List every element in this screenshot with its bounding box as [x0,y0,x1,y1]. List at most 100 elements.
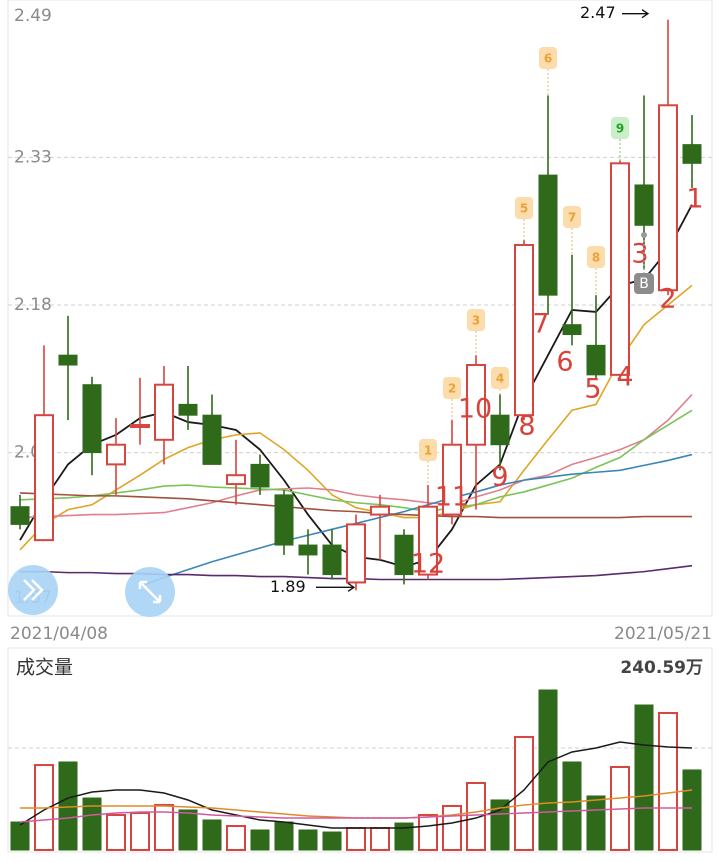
volume-ma-line [19,741,693,829]
count-label: 3 [631,239,648,270]
volume-bar [298,829,318,851]
candle-body [634,184,654,226]
candle-body [274,494,294,546]
signal-dot [641,232,647,238]
candle-body [106,443,126,466]
tag-box [443,377,461,399]
x-label-start: 2021/04/08 [10,624,108,644]
count-label: 11 [435,482,469,513]
setup-label: 4 [496,372,504,386]
count-label: 8 [518,411,535,442]
setup-label: 6 [544,52,552,66]
candle-body [130,424,150,429]
candle-body [178,403,198,416]
tag-box [419,439,437,461]
setup-label: 8 [592,251,600,265]
count-label: 6 [556,347,573,378]
count-label: 10 [458,394,492,425]
volume-bar [274,821,294,851]
volume-frame [7,647,713,853]
volume-ma-line [19,807,692,823]
volume-bar [226,825,246,851]
count-label: 2 [659,284,676,315]
volume-bar [178,809,198,851]
candle-body [562,324,582,336]
volume-bar [682,769,702,851]
candle-body [202,414,222,465]
candle-body [490,414,510,446]
volume-bar [538,689,558,851]
candle-body [658,104,678,292]
arrow [316,582,356,592]
setup-label: 9 [616,122,624,136]
volume-bar [370,827,390,852]
button-left[interactable] [8,565,58,615]
count-label: 7 [532,309,549,340]
volume-bar [10,821,30,851]
volume-bar [562,761,582,851]
candle-body [298,544,318,556]
volume-bar [418,813,438,851]
button-expand[interactable] [125,567,175,617]
candle-body [610,162,630,376]
candle-body [682,144,702,164]
min-price-label: 1.89 [270,577,306,596]
setup-label: 3 [472,314,480,328]
setup-label: 2 [448,382,456,396]
candle-body [586,344,606,376]
volume-bar [514,735,534,851]
volume-bar [490,799,510,851]
ma-line [19,409,693,513]
volume-bar [394,822,414,851]
arrow [622,9,650,19]
candle-body [226,474,246,486]
volume-bar [322,831,342,851]
tag-box [515,197,533,219]
volume-bar [634,704,654,851]
count-label: 12 [411,549,445,580]
setup-label: 1 [424,444,432,458]
volume-bar [202,819,222,851]
y-tick-label: 2.33 [14,147,52,167]
expand-icon [138,580,162,604]
signal-label: B [639,276,649,292]
ma-line [19,284,693,551]
volume-bar [250,829,270,851]
candle-body [514,243,534,417]
tag-box [491,367,509,389]
volume-bar [586,795,606,851]
volume-bar [82,797,102,851]
volume-panel [8,689,712,852]
ma-line [139,453,693,588]
count-label: 1 [686,184,703,215]
candle-body [394,534,414,576]
price-panel: 2.492.332.182.031.872.471.89123456789101… [8,3,712,608]
candle-body [82,384,102,454]
y-tick-label: 2.49 [14,6,52,26]
volume-title: 成交量 [16,657,73,679]
count-label: 9 [491,462,508,493]
tag-box [539,47,557,69]
candle-body [418,505,438,576]
volume-bar [130,812,150,851]
candle-body [466,364,486,446]
volume-bar [466,782,486,851]
setup-label: 5 [520,202,528,216]
candle-body [58,354,78,366]
tag-box [563,206,581,228]
volume-bar [154,803,174,852]
candle-body [34,414,54,542]
ma-line [19,492,692,519]
x-label-end: 2021/05/21 [614,624,712,644]
candle-body [370,505,390,516]
ma-line [19,393,693,519]
volume-bar [442,804,462,851]
volume-bar [658,711,678,852]
max-price-label: 2.47 [580,3,616,22]
candle-body [538,174,558,296]
chevron-icon [23,579,44,601]
candle-body [346,523,366,584]
count-label: 5 [584,374,601,405]
volume-max-label: 240.59万 [620,658,703,678]
